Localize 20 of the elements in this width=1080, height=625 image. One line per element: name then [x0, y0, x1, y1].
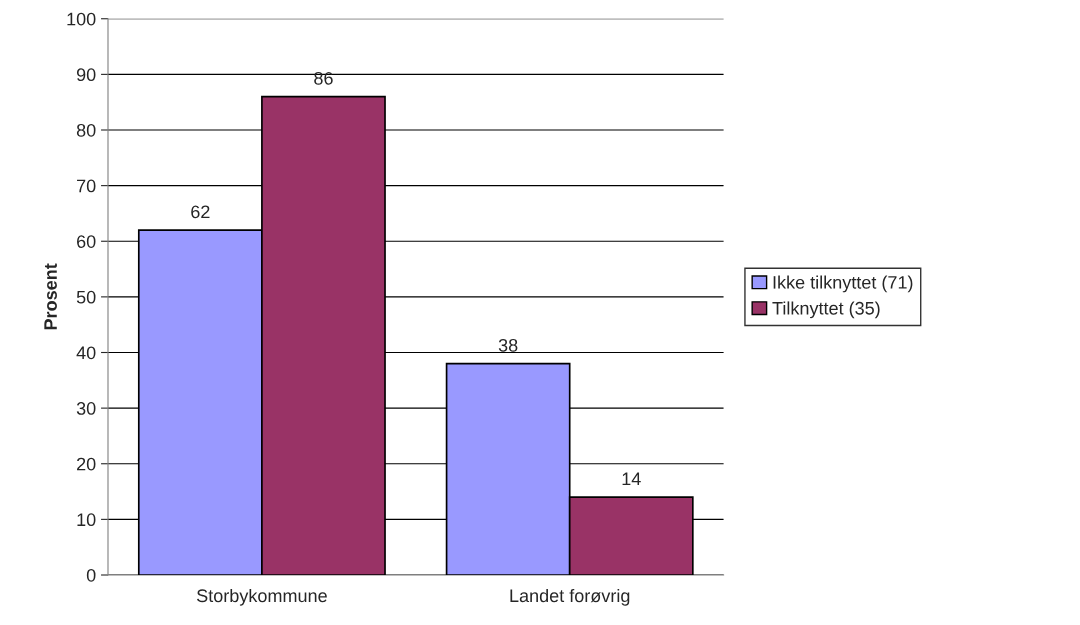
y-axis-title: Prosent	[44, 263, 57, 330]
y-tick-label: 60	[77, 235, 96, 248]
y-tick-label: 50	[76, 290, 96, 304]
y-tick-label: 80	[76, 123, 96, 137]
y-tick-label: 30	[76, 402, 96, 415]
y-tick-label: 100	[67, 12, 96, 26]
y-tick-label: 20	[77, 457, 96, 471]
x-tick-label: Storbykommune	[197, 588, 327, 606]
data-label: 86	[314, 71, 333, 85]
y-tick-label: 0	[86, 568, 96, 582]
data-label: 38	[498, 338, 518, 352]
legend-label: Tilknyttet (35)	[772, 301, 880, 319]
y-tick-label: 70	[77, 179, 96, 193]
y-tick-label: 10	[77, 513, 96, 527]
legend-label: Ikke tilknyttet (71)	[773, 275, 913, 293]
y-tick-label: 40	[76, 346, 96, 360]
data-label: 14	[622, 472, 641, 486]
data-label: 62	[191, 205, 210, 219]
y-tick-label: 90	[76, 68, 96, 82]
x-tick-label: Landet forøvrig	[510, 588, 630, 606]
